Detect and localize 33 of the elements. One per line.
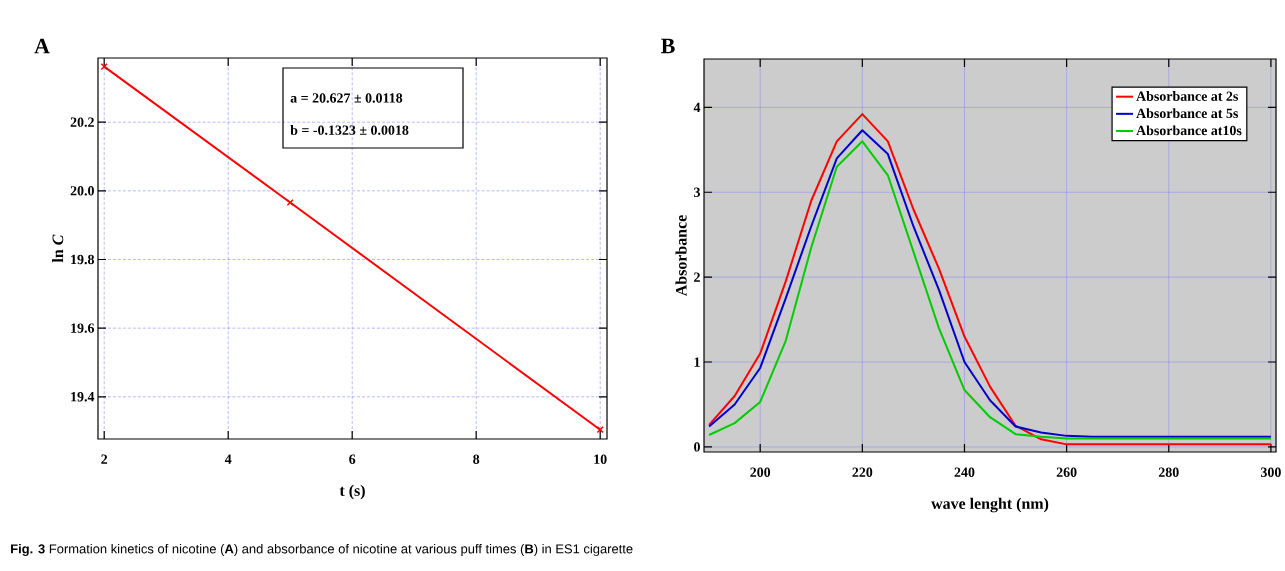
y-tick-label: 19.6 bbox=[71, 323, 95, 333]
x-tick-label: 4 bbox=[224, 454, 232, 464]
annotation: b = -0.1323 ± 0.0018 bbox=[290, 125, 409, 135]
x-tick-label: 300 bbox=[1260, 467, 1281, 477]
y-tick-label: 4 bbox=[693, 102, 701, 112]
y-tick-label: 20.0 bbox=[70, 186, 94, 196]
x-axis-title: t (s) bbox=[339, 484, 365, 500]
y-axis-title: ln C bbox=[52, 234, 64, 263]
legend-label: Absorbance at 2s bbox=[1136, 91, 1239, 101]
x-tick-label: 240 bbox=[954, 467, 975, 477]
text: Fig. 3 Formation kinetics of nicotine (A) and absorbance of nicotine at various puff times (B) in ES1 cigarette bbox=[11, 543, 633, 557]
y-tick-label: 3 bbox=[694, 187, 701, 197]
x-tick-label: 8 bbox=[473, 454, 480, 464]
y-tick-label: 19.8 bbox=[71, 254, 95, 265]
y-tick-label: 20.2 bbox=[70, 117, 94, 127]
x-tick-label: 280 bbox=[1158, 467, 1179, 477]
x-tick-label: 10 bbox=[594, 454, 607, 464]
legend-label: Absorbance at 5s bbox=[1136, 108, 1239, 119]
legend-label: Absorbance at10s bbox=[1136, 125, 1242, 136]
y-tick-label: 0 bbox=[694, 442, 700, 452]
text: A bbox=[34, 38, 50, 54]
y-tick-label: 2 bbox=[694, 272, 700, 282]
x-tick-label: 2 bbox=[101, 454, 108, 464]
y-tick-label: 1 bbox=[694, 357, 700, 367]
x-axis-title: wave lenght (nm) bbox=[931, 497, 1049, 513]
x-tick-label: 260 bbox=[1056, 467, 1077, 477]
text: B bbox=[661, 38, 675, 54]
y-axis-title: Absorbance bbox=[675, 215, 687, 297]
x-tick-label: 6 bbox=[349, 454, 356, 464]
x-tick-label: 220 bbox=[852, 467, 873, 477]
x-tick-label: 200 bbox=[750, 467, 771, 477]
annotation: a = 20.627 ± 0.0118 bbox=[290, 93, 403, 103]
y-tick-label: 19.4 bbox=[71, 392, 95, 402]
